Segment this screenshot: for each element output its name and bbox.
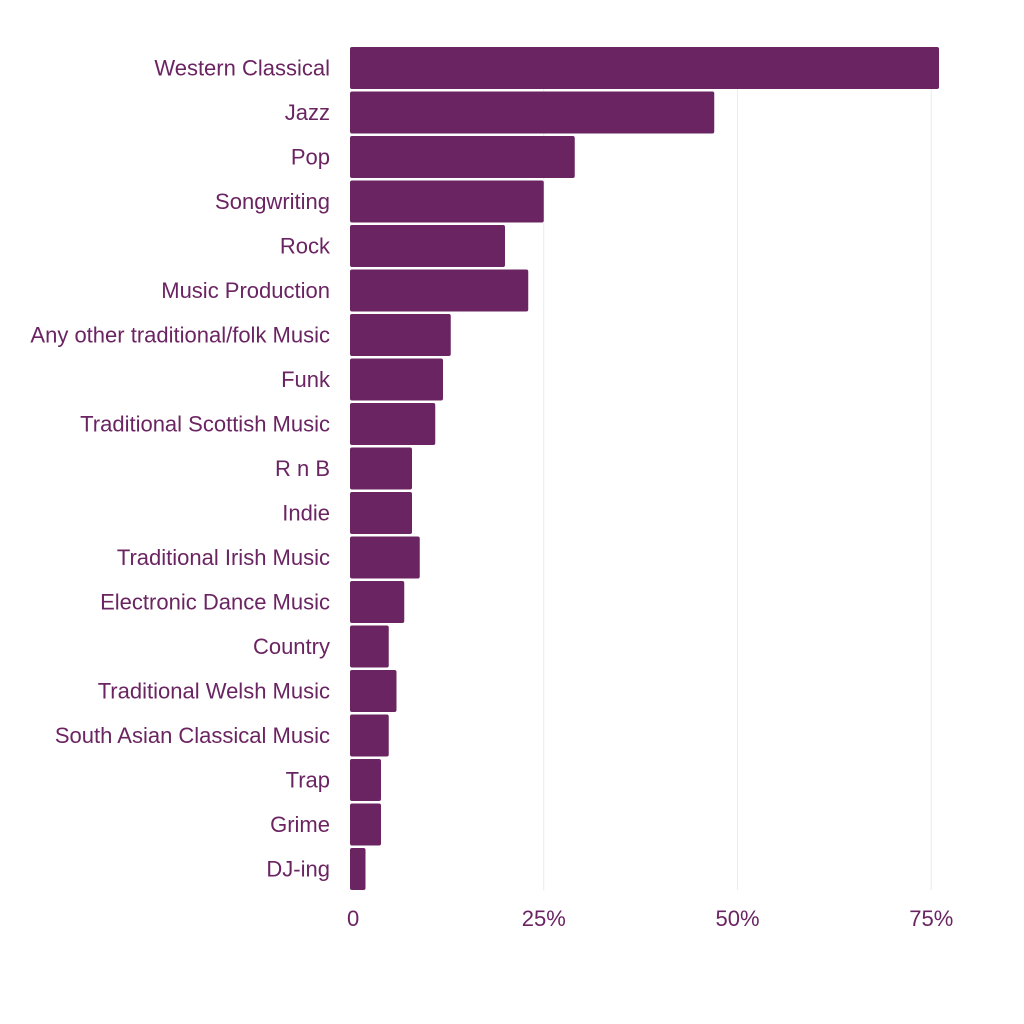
x-tick-label-0: 0	[347, 906, 359, 931]
category-label-9: R n B	[275, 456, 330, 481]
category-label-0: Western Classical	[154, 56, 330, 81]
x-tick-label-3: 75%	[909, 906, 953, 931]
category-label-13: Country	[253, 634, 330, 659]
bar-0	[350, 47, 939, 89]
bar-10	[350, 492, 412, 534]
bar-18	[350, 848, 366, 890]
bar-1	[350, 91, 715, 134]
category-label-5: Music Production	[161, 278, 330, 303]
gridlines	[543, 47, 932, 890]
bars	[350, 47, 939, 890]
bar-2	[350, 136, 575, 178]
category-label-4: Rock	[280, 234, 331, 259]
bar-12	[350, 581, 405, 623]
category-labels: Western Classical Jazz Pop Songwriting Rock M…	[30, 56, 331, 882]
bar-3	[350, 180, 544, 223]
category-label-11: Traditional Irish Music	[117, 545, 330, 570]
bar-4	[350, 225, 505, 267]
category-label-8: Traditional Scottish Music	[80, 412, 330, 437]
bar-9	[350, 447, 412, 490]
category-label-6: Any other traditional/folk Music	[30, 323, 330, 348]
bar-17	[350, 803, 381, 846]
x-tick-label-1: 25%	[522, 906, 566, 931]
bar-8	[350, 403, 436, 445]
category-label-7: Funk	[281, 367, 331, 392]
category-label-1: Jazz	[285, 100, 330, 125]
x-axis-ticks: 0 25% 50% 75%	[347, 906, 953, 931]
category-label-2: Pop	[291, 145, 330, 170]
category-label-17: Grime	[270, 812, 330, 837]
bar-5	[350, 269, 529, 312]
bar-13	[350, 625, 389, 668]
bar-7	[350, 358, 443, 401]
bar-6	[350, 314, 451, 356]
category-label-12: Electronic Dance Music	[100, 590, 330, 615]
category-label-14: Traditional Welsh Music	[98, 679, 330, 704]
bar-11	[350, 536, 420, 579]
category-label-10: Indie	[282, 501, 330, 526]
bar-16	[350, 759, 381, 801]
category-label-3: Songwriting	[215, 189, 330, 214]
category-label-16: Trap	[286, 768, 330, 793]
bar-14	[350, 670, 397, 712]
bar-15	[350, 714, 389, 757]
category-label-18: DJ-ing	[266, 857, 330, 882]
x-tick-label-2: 50%	[715, 906, 759, 931]
category-label-15: South Asian Classical Music	[55, 723, 330, 748]
